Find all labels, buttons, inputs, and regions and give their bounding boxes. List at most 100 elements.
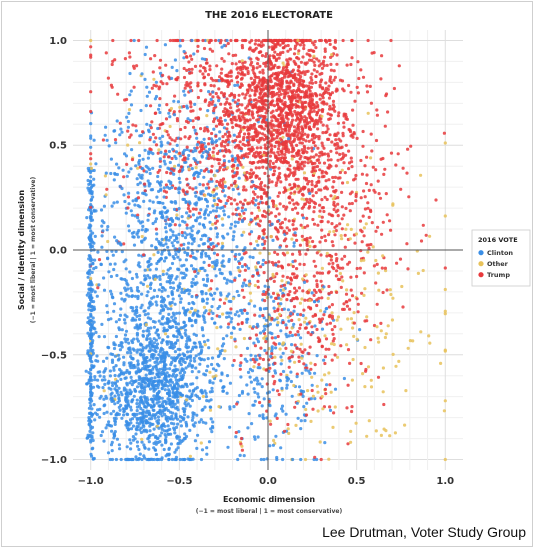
point-clinton xyxy=(229,226,233,230)
point-clinton xyxy=(172,313,176,317)
point-other xyxy=(303,457,308,462)
point-trump xyxy=(199,127,203,131)
point-clinton xyxy=(91,231,95,235)
point-trump xyxy=(243,198,247,202)
point-trump xyxy=(215,314,219,318)
point-trump xyxy=(227,82,231,86)
point-trump xyxy=(264,52,268,56)
point-clinton xyxy=(245,320,249,324)
point-clinton xyxy=(146,274,150,278)
point-trump xyxy=(297,190,301,194)
point-trump xyxy=(250,60,254,65)
point-trump xyxy=(215,144,219,148)
point-trump xyxy=(315,94,319,98)
point-clinton xyxy=(153,320,157,324)
point-clinton xyxy=(130,148,134,152)
point-trump xyxy=(401,166,405,170)
point-trump xyxy=(173,38,177,43)
point-clinton xyxy=(154,350,158,354)
point-trump xyxy=(249,185,254,189)
point-trump xyxy=(307,125,312,129)
point-clinton xyxy=(149,150,153,154)
point-trump xyxy=(406,267,410,271)
point-trump xyxy=(279,116,283,121)
point-trump xyxy=(342,161,346,165)
point-trump xyxy=(258,64,262,68)
point-trump xyxy=(158,66,162,70)
point-clinton xyxy=(90,447,94,451)
point-trump xyxy=(238,160,242,164)
point-clinton xyxy=(96,408,100,412)
point-clinton xyxy=(196,433,200,437)
point-clinton xyxy=(124,211,128,215)
point-other xyxy=(126,143,130,147)
point-clinton xyxy=(160,382,164,386)
point-trump xyxy=(261,76,265,80)
point-trump xyxy=(350,56,354,60)
point-trump xyxy=(332,45,336,49)
point-clinton xyxy=(302,405,306,409)
point-trump xyxy=(291,272,295,276)
point-clinton xyxy=(147,306,151,310)
point-trump xyxy=(329,55,333,60)
point-clinton xyxy=(199,457,204,462)
point-other xyxy=(253,283,257,288)
point-other xyxy=(371,245,375,249)
point-clinton xyxy=(240,264,244,269)
point-trump xyxy=(201,72,205,76)
point-trump xyxy=(273,93,277,97)
point-clinton xyxy=(207,180,211,184)
point-clinton xyxy=(107,346,111,350)
point-trump xyxy=(242,116,246,120)
point-clinton xyxy=(193,102,197,106)
point-clinton xyxy=(87,254,91,258)
point-clinton xyxy=(123,286,127,290)
point-trump xyxy=(301,151,305,155)
point-trump xyxy=(157,85,162,89)
point-trump xyxy=(374,138,379,143)
point-clinton xyxy=(166,428,170,432)
point-clinton xyxy=(118,133,122,137)
point-other xyxy=(366,111,370,115)
point-clinton xyxy=(189,264,194,268)
point-trump xyxy=(305,243,309,247)
point-trump xyxy=(319,220,323,224)
point-other xyxy=(274,204,278,208)
point-other xyxy=(427,334,431,338)
point-trump xyxy=(303,149,307,153)
point-clinton xyxy=(179,300,183,304)
point-trump xyxy=(270,352,274,356)
point-clinton xyxy=(134,164,138,168)
point-clinton xyxy=(190,370,194,374)
point-other xyxy=(352,311,356,315)
point-other xyxy=(234,345,238,349)
point-clinton xyxy=(130,213,134,217)
point-clinton xyxy=(148,433,152,438)
point-trump xyxy=(188,85,192,89)
point-clinton xyxy=(197,229,201,233)
point-other xyxy=(214,374,218,378)
point-trump xyxy=(264,54,268,59)
point-trump xyxy=(150,86,154,90)
point-other xyxy=(376,271,380,275)
point-clinton xyxy=(261,258,265,262)
point-clinton xyxy=(243,208,248,212)
point-clinton xyxy=(153,376,157,380)
point-clinton xyxy=(87,371,91,375)
point-clinton xyxy=(136,359,140,363)
point-trump xyxy=(226,135,230,139)
point-trump xyxy=(273,38,277,43)
point-clinton xyxy=(184,258,188,262)
point-trump xyxy=(307,84,311,88)
point-clinton xyxy=(144,373,148,377)
point-clinton xyxy=(209,417,213,421)
point-clinton xyxy=(162,326,166,330)
point-trump xyxy=(142,253,146,257)
point-trump xyxy=(194,207,198,211)
point-clinton xyxy=(125,425,129,430)
point-clinton xyxy=(172,207,177,211)
point-clinton xyxy=(143,148,147,152)
point-clinton xyxy=(108,457,112,462)
point-clinton xyxy=(275,457,279,462)
